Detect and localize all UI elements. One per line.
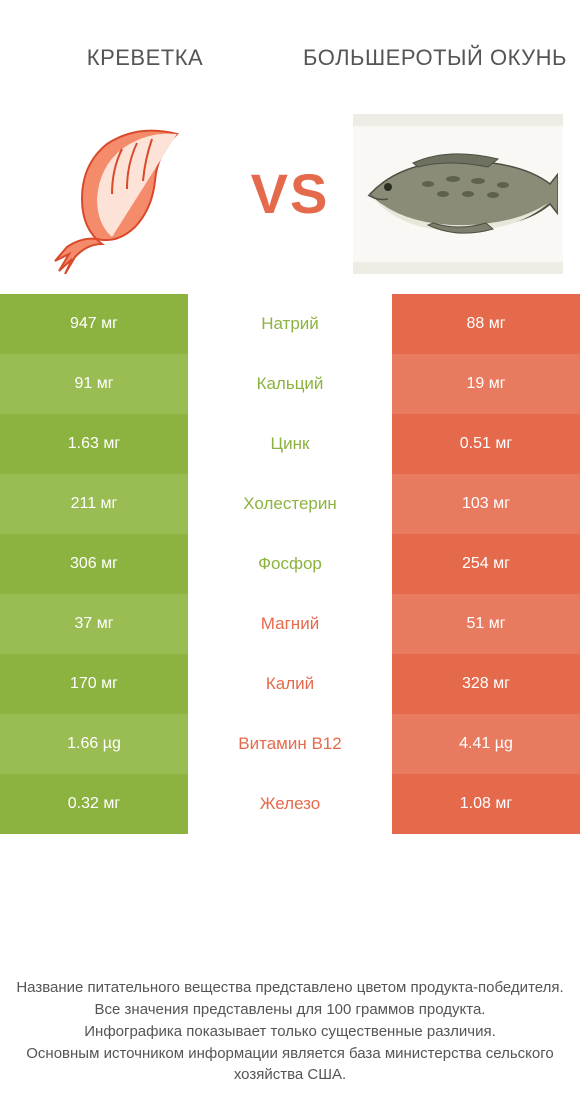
images-row: VS — [0, 94, 580, 294]
value-left: 170 мг — [0, 654, 188, 714]
value-right: 254 мг — [392, 534, 580, 594]
table-row: 170 мгКалий328 мг — [0, 654, 580, 714]
value-right: 51 мг — [392, 594, 580, 654]
nutrient-name: Кальций — [188, 354, 392, 414]
table-row: 211 мгХолестерин103 мг — [0, 474, 580, 534]
table-row: 37 мгМагний51 мг — [0, 594, 580, 654]
table-row: 306 мгФосфор254 мг — [0, 534, 580, 594]
value-left: 1.66 µg — [0, 714, 188, 774]
footer-line-1: Название питательного вещества представл… — [16, 977, 564, 999]
value-left: 947 мг — [0, 294, 188, 354]
nutrient-name: Цинк — [188, 414, 392, 474]
image-right — [335, 94, 580, 294]
header-left: КРЕВЕТКА — [0, 28, 290, 88]
value-right: 88 мг — [392, 294, 580, 354]
value-right: 103 мг — [392, 474, 580, 534]
table-row: 947 мгНатрий88 мг — [0, 294, 580, 354]
value-left: 211 мг — [0, 474, 188, 534]
comparison-table: 947 мгНатрий88 мг91 мгКальций19 мг1.63 м… — [0, 294, 580, 834]
footer-line-3: Инфографика показывает только существенн… — [16, 1021, 564, 1043]
vs-label: VS — [245, 166, 336, 222]
table-row: 1.63 мгЦинк0.51 мг — [0, 414, 580, 474]
headers-row: КРЕВЕТКА БОЛЬШЕРОТЫЙ ОКУНЬ — [0, 0, 580, 88]
value-left: 0.32 мг — [0, 774, 188, 834]
value-right: 0.51 мг — [392, 414, 580, 474]
fish-frame — [353, 114, 563, 274]
shrimp-icon — [27, 109, 217, 279]
value-left: 306 мг — [0, 534, 188, 594]
value-right: 1.08 мг — [392, 774, 580, 834]
value-right: 4.41 µg — [392, 714, 580, 774]
image-left — [0, 94, 245, 294]
footer-notes: Название питательного вещества представл… — [0, 977, 580, 1086]
value-left: 37 мг — [0, 594, 188, 654]
table-row: 0.32 мгЖелезо1.08 мг — [0, 774, 580, 834]
nutrient-name: Железо — [188, 774, 392, 834]
nutrient-name: Фосфор — [188, 534, 392, 594]
nutrient-name: Натрий — [188, 294, 392, 354]
bass-fish-icon — [358, 139, 558, 249]
nutrient-name: Витамин B12 — [188, 714, 392, 774]
value-right: 19 мг — [392, 354, 580, 414]
nutrient-name: Магний — [188, 594, 392, 654]
header-right: БОЛЬШЕРОТЫЙ ОКУНЬ — [290, 28, 580, 88]
footer-line-2: Все значения представлены для 100 граммо… — [16, 999, 564, 1021]
table-row: 91 мгКальций19 мг — [0, 354, 580, 414]
value-left: 1.63 мг — [0, 414, 188, 474]
value-left: 91 мг — [0, 354, 188, 414]
nutrient-name: Калий — [188, 654, 392, 714]
footer-line-4: Основным источником информации является … — [16, 1043, 564, 1087]
value-right: 328 мг — [392, 654, 580, 714]
table-row: 1.66 µgВитамин B124.41 µg — [0, 714, 580, 774]
nutrient-name: Холестерин — [188, 474, 392, 534]
